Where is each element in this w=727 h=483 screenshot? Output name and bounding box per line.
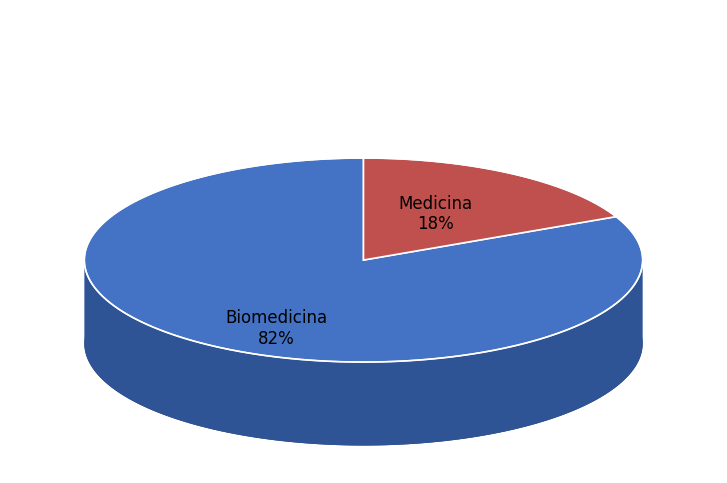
Polygon shape (84, 158, 643, 362)
Polygon shape (84, 261, 643, 445)
Polygon shape (84, 242, 643, 445)
Polygon shape (364, 158, 616, 260)
Text: Biomedicina
82%: Biomedicina 82% (225, 309, 328, 348)
Text: Medicina
18%: Medicina 18% (398, 195, 473, 233)
